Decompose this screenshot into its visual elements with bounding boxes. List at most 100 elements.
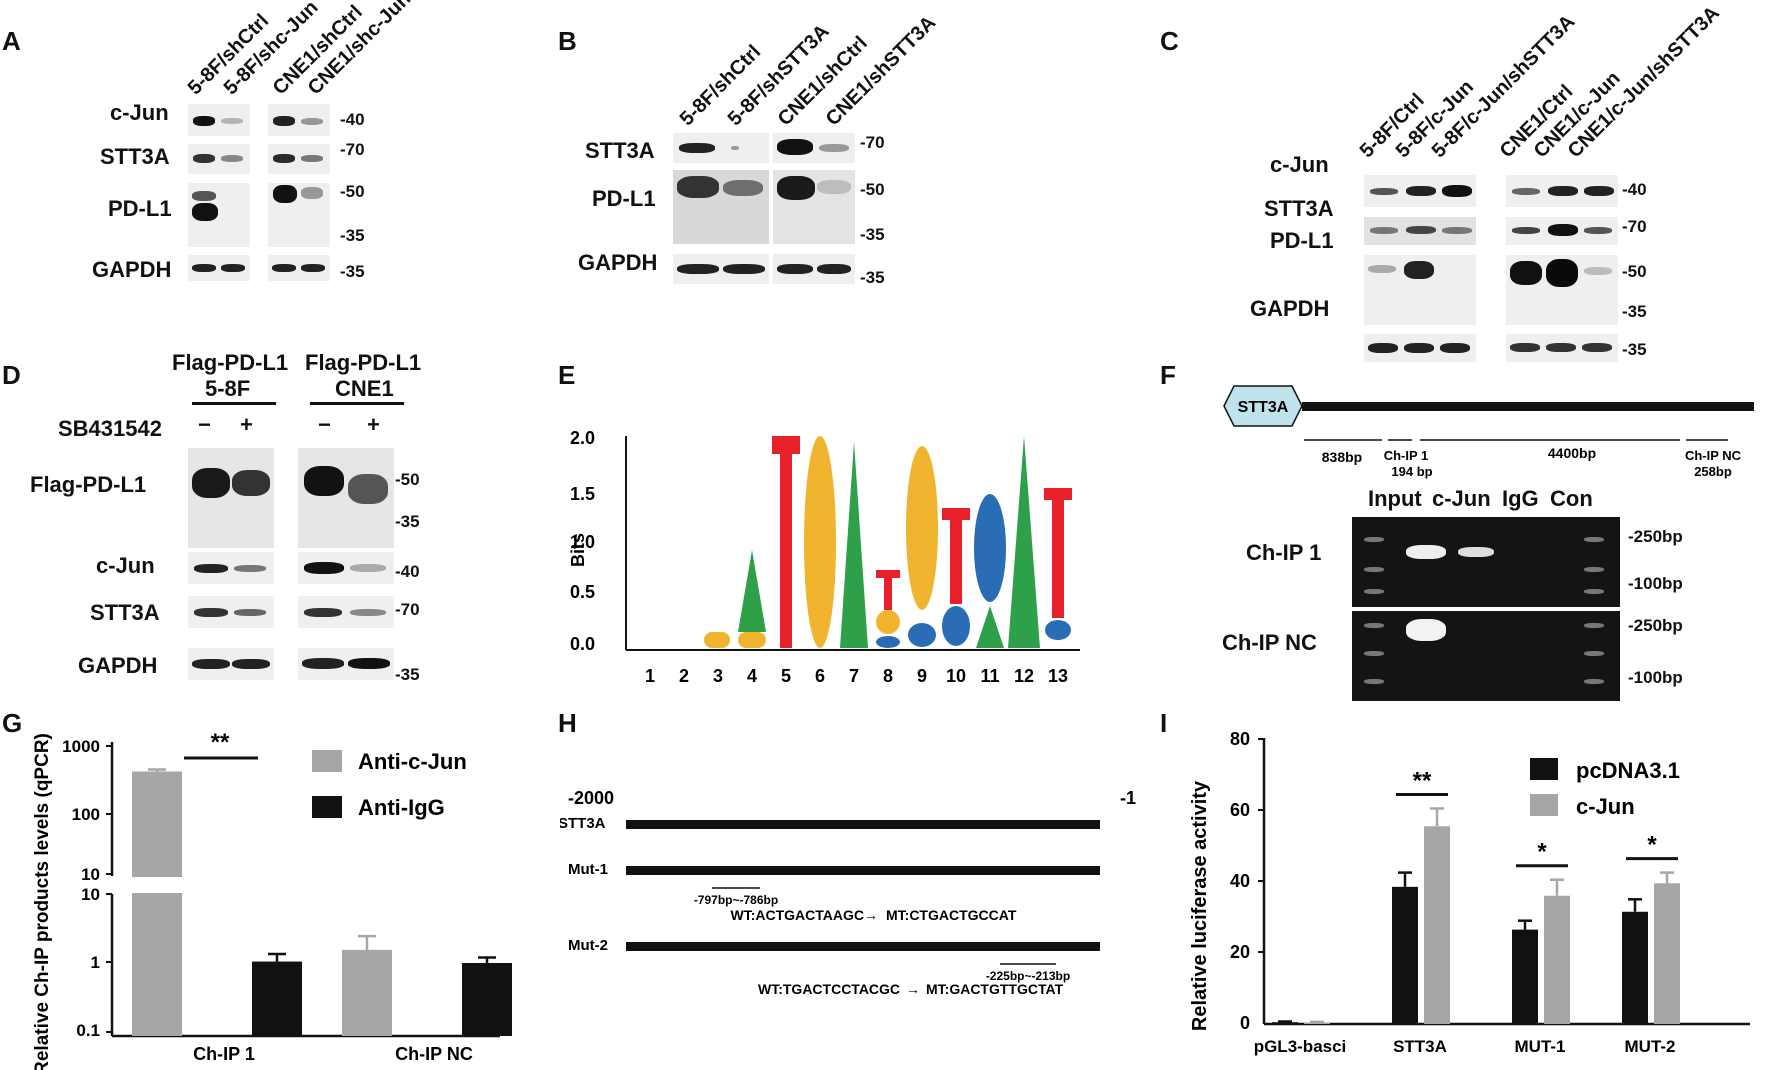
protein-label: Flag-PD-L1 xyxy=(30,472,147,497)
bp-marker: -100bp xyxy=(1628,668,1683,687)
segment-label: 4400bp xyxy=(1548,445,1596,461)
mut-seq: WT:ACTGACTAAGC xyxy=(731,907,865,923)
legend-swatch xyxy=(1530,794,1558,816)
gel-row-label: Ch-IP 1 xyxy=(1246,540,1322,565)
logo-position: 2 xyxy=(679,666,689,686)
western-blot xyxy=(773,170,855,244)
logo-ytick: 1.5 xyxy=(570,484,595,504)
protein-label: c-Jun xyxy=(110,100,169,125)
bar xyxy=(1512,929,1538,1024)
legend-swatch xyxy=(312,750,342,772)
mut-seq: MT:CTGACTGCCAT xyxy=(886,907,1017,923)
logo-ytick: 0.0 xyxy=(570,634,595,654)
western-blot xyxy=(188,255,250,281)
gel-column-label: Input xyxy=(1368,486,1422,511)
treatment-sign: − xyxy=(318,412,331,437)
western-blot xyxy=(188,648,274,680)
panel-letter-c: C xyxy=(1160,26,1179,56)
promoter-mutation-diagram: -2000 -1 STT3A Mut-1 -797bp~-786bp WT:AC… xyxy=(560,788,1136,997)
mw-marker: -35 xyxy=(860,268,885,287)
panel-letter-d: D xyxy=(2,360,21,390)
group-underline xyxy=(192,402,276,405)
x-category: pGL3-basci xyxy=(1254,1037,1347,1056)
legend-label: pcDNA3.1 xyxy=(1576,758,1680,783)
agarose-gel xyxy=(1352,517,1620,607)
mw-marker: -50 xyxy=(340,182,365,201)
western-blot xyxy=(298,552,394,584)
western-blot xyxy=(1506,334,1618,362)
y-tick: 0 xyxy=(1240,1013,1250,1033)
range-end: -1 xyxy=(1120,788,1136,808)
bar xyxy=(1424,826,1450,1024)
protein-label: STT3A xyxy=(585,138,655,163)
protein-label: STT3A xyxy=(100,144,170,169)
mw-marker: -35 xyxy=(1622,340,1647,359)
group-title: Flag-PD-L1 xyxy=(172,350,289,375)
x-category: Ch-IP 1 xyxy=(193,1044,255,1064)
protein-label: STT3A xyxy=(90,600,160,625)
segment-label: 194 bp xyxy=(1391,464,1432,479)
mut-seq: WT:TGACTCCTACGC xyxy=(758,981,900,997)
mw-marker: -70 xyxy=(1622,217,1647,236)
chip-qpcr-chart: Relative Ch-IP products levels (qPCR) 10… xyxy=(32,729,513,1070)
significance-mark: * xyxy=(1647,832,1657,859)
y-tick: 0.1 xyxy=(76,1021,100,1040)
bar xyxy=(342,949,392,1036)
group-underline xyxy=(310,402,404,405)
panel-letter-h: H xyxy=(558,708,577,738)
mw-marker: -50 xyxy=(395,470,420,489)
panel-letter-b: B xyxy=(558,26,577,56)
legend-swatch xyxy=(1530,758,1558,780)
mw-marker: -70 xyxy=(340,140,365,159)
y-tick: 100 xyxy=(72,805,100,824)
range-start: -2000 xyxy=(568,788,614,808)
bp-marker: -250bp xyxy=(1628,527,1683,546)
x-category: STT3A xyxy=(1393,1037,1447,1056)
chart-ylabel: Relative luciferase activity xyxy=(1189,780,1211,1031)
logo-position: 7 xyxy=(849,666,859,686)
western-blot xyxy=(188,448,274,548)
gel-row-label: Ch-IP NC xyxy=(1222,630,1317,655)
treatment-sign: − xyxy=(198,412,211,437)
logo-ytick: 0.5 xyxy=(570,582,595,602)
y-tick: 20 xyxy=(1230,942,1250,962)
y-tick: 10 xyxy=(81,865,100,884)
significance-mark: ** xyxy=(1413,767,1432,794)
protein-label: STT3A xyxy=(1264,196,1334,221)
bar xyxy=(1622,911,1648,1024)
y-tick: 10 xyxy=(81,885,100,904)
mw-marker: -35 xyxy=(395,512,420,531)
western-blot xyxy=(298,448,394,548)
protein-label: GAPDH xyxy=(78,653,158,678)
mw-marker: -35 xyxy=(340,262,365,281)
row-label: Mut-2 xyxy=(568,937,608,954)
western-blot xyxy=(673,254,769,284)
bar xyxy=(132,771,182,1036)
mut-seq: MT:GACTGTTGCTAT xyxy=(926,981,1064,997)
bp-marker: -250bp xyxy=(1628,616,1683,635)
logo-ylabel: Bits xyxy=(568,533,588,567)
protein-label: PD-L1 xyxy=(592,186,656,211)
gel-column-label: Con xyxy=(1550,486,1593,511)
legend-label: Anti-c-Jun xyxy=(358,749,467,774)
logo-position: 10 xyxy=(946,666,966,686)
gel-column-label: IgG xyxy=(1502,486,1539,511)
bp-marker: -100bp xyxy=(1628,574,1683,593)
y-tick: 1 xyxy=(91,953,100,972)
bar xyxy=(1654,883,1680,1024)
y-tick: 80 xyxy=(1230,729,1250,749)
protein-label: c-Jun xyxy=(1270,152,1329,177)
mw-marker: -40 xyxy=(395,562,420,581)
agarose-gel xyxy=(1352,611,1620,701)
lane-label: CNE1/c-Jun/shSTT3A xyxy=(1563,2,1724,163)
row-label: STT3A xyxy=(560,815,606,832)
western-blot xyxy=(298,596,394,628)
bar xyxy=(252,961,302,1036)
logo-ytick: 1.0 xyxy=(570,532,595,552)
western-blot xyxy=(1364,334,1476,362)
logo-position: 5 xyxy=(781,666,791,686)
mut-arrow: → xyxy=(864,907,878,923)
segment-label: Ch-IP 1 xyxy=(1384,448,1429,463)
logo-position: 9 xyxy=(917,666,927,686)
western-blot xyxy=(268,144,330,174)
